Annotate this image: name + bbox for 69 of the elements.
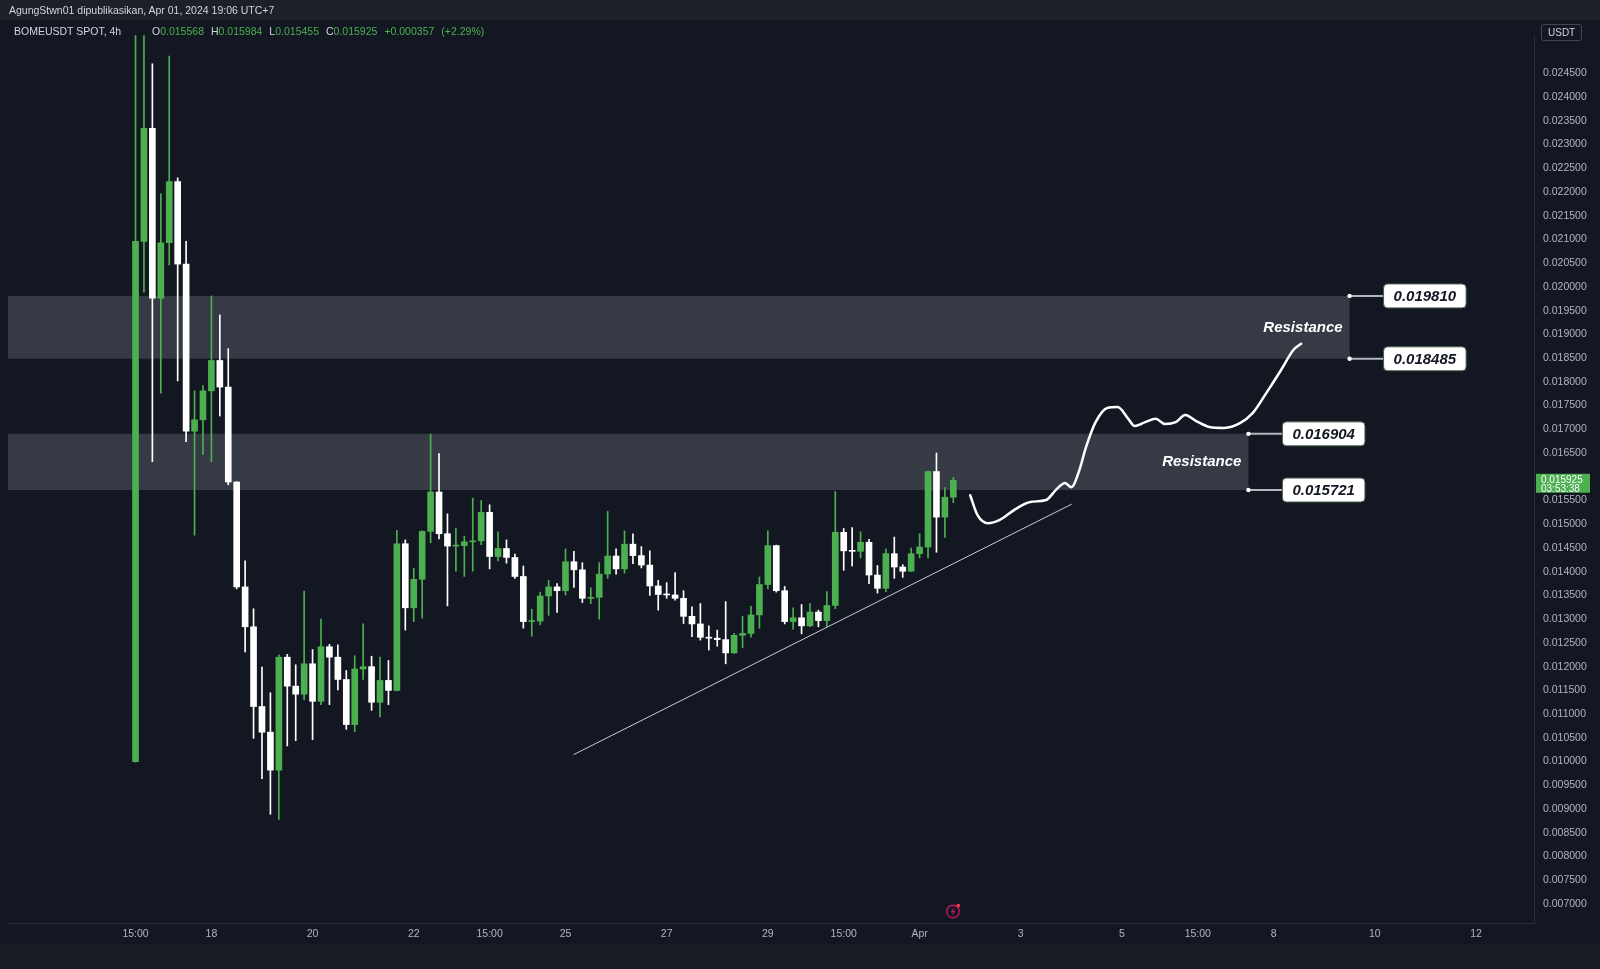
y-tick-label: 0.012500 bbox=[1543, 635, 1587, 648]
y-tick-label: 0.017500 bbox=[1543, 398, 1587, 411]
y-tick-label: 0.015500 bbox=[1543, 493, 1587, 506]
candlestick bbox=[848, 527, 856, 567]
candlestick bbox=[587, 587, 595, 604]
x-tick-label: 3 bbox=[1017, 927, 1024, 940]
x-tick-label: 15:00 bbox=[1184, 927, 1212, 940]
y-tick-label: 0.014000 bbox=[1543, 564, 1587, 577]
y-tick-label: 0.018000 bbox=[1543, 374, 1587, 387]
band-label: Resistance bbox=[1263, 317, 1343, 335]
y-tick-label: 0.023500 bbox=[1543, 113, 1587, 126]
x-tick-label: 8 bbox=[1270, 927, 1277, 940]
x-tick-label: 22 bbox=[407, 927, 420, 940]
y-tick-label: 0.009500 bbox=[1543, 778, 1587, 791]
band-label: Resistance bbox=[1162, 452, 1242, 470]
y-tick-label: 0.011000 bbox=[1543, 707, 1587, 720]
y-tick-label: 0.023000 bbox=[1543, 137, 1587, 150]
chart-title: BOMEUSDT SPOT, 4h bbox=[14, 25, 123, 38]
y-tick-label: 0.010000 bbox=[1543, 754, 1587, 767]
y-tick-label: 0.019500 bbox=[1543, 303, 1587, 316]
x-tick-label: 15:00 bbox=[830, 927, 858, 940]
text: 0.015925 03:53:38 bbox=[1541, 474, 1584, 495]
y-tick-label: 0.016500 bbox=[1543, 445, 1587, 458]
y-tick-label: 0.008500 bbox=[1543, 825, 1587, 838]
y-tick-label: 0.011500 bbox=[1543, 683, 1587, 696]
y-tick-label: 0.007500 bbox=[1543, 873, 1587, 886]
annotation: 0.016904 bbox=[1292, 425, 1356, 442]
y-tick-label: 0.022000 bbox=[1543, 184, 1587, 197]
x-tick-label: 15:00 bbox=[476, 927, 503, 940]
y-tick-label: 0.017000 bbox=[1543, 422, 1587, 435]
x-tick-label: 20 bbox=[306, 927, 319, 940]
y-tick-label: 0.015000 bbox=[1543, 517, 1587, 530]
y-tick-label: 0.013000 bbox=[1543, 612, 1587, 625]
annotation: 0.015721 bbox=[1292, 481, 1355, 499]
y-tick-label: 0.008000 bbox=[1543, 849, 1587, 862]
x-tick-label: 15:00 bbox=[122, 927, 149, 940]
text: O0.015568 H0.015984 L0.015455 C0.015925 +0.000357 (+2.29%) bbox=[152, 25, 485, 37]
y-tick-label: 0.024500 bbox=[1543, 66, 1587, 79]
y-tick-label: 0.019000 bbox=[1543, 327, 1587, 340]
candlestick bbox=[528, 608, 536, 637]
y-tick-label: 0.007000 bbox=[1543, 896, 1587, 909]
text: AgungStwn01 dipublikasikan, Apr 01, 2024 19:06 UTC+7 bbox=[9, 4, 275, 16]
x-tick-label: Apr bbox=[911, 927, 929, 940]
y-tick-label: 0.022500 bbox=[1543, 161, 1587, 174]
x-tick-label: 12 bbox=[1470, 927, 1483, 940]
x-tick-label: 29 bbox=[761, 927, 774, 940]
x-tick-label: 18 bbox=[205, 927, 218, 940]
y-tick-label: 0.021000 bbox=[1543, 232, 1587, 245]
y-tick-label: 0.010500 bbox=[1543, 730, 1587, 743]
y-tick-label: 0.013500 bbox=[1543, 588, 1587, 601]
y-tick-label: 0.020500 bbox=[1543, 256, 1587, 269]
candlestick bbox=[359, 623, 367, 680]
y-tick-label: 0.021500 bbox=[1543, 208, 1587, 221]
x-tick-label: 5 bbox=[1119, 927, 1126, 940]
y-tick-label: 0.020000 bbox=[1543, 279, 1587, 292]
annotation: 0.018485 bbox=[1393, 349, 1457, 367]
x-tick-label: 25 bbox=[559, 927, 572, 940]
annotation: 0.019810 bbox=[1393, 287, 1457, 305]
candlestick bbox=[789, 607, 797, 630]
y-tick-label: 0.009000 bbox=[1543, 801, 1587, 814]
candlestick bbox=[292, 664, 300, 742]
y-tick-label: 0.014500 bbox=[1543, 540, 1587, 553]
x-tick-label: 27 bbox=[660, 927, 673, 940]
y-axis-title: USDT bbox=[1541, 24, 1583, 41]
y-tick-label: 0.018500 bbox=[1543, 350, 1587, 363]
y-tick-label: 0.024000 bbox=[1543, 89, 1587, 102]
y-tick-label: 0.012000 bbox=[1543, 659, 1587, 672]
candlestick bbox=[570, 550, 578, 588]
x-tick-label: 10 bbox=[1369, 927, 1381, 940]
